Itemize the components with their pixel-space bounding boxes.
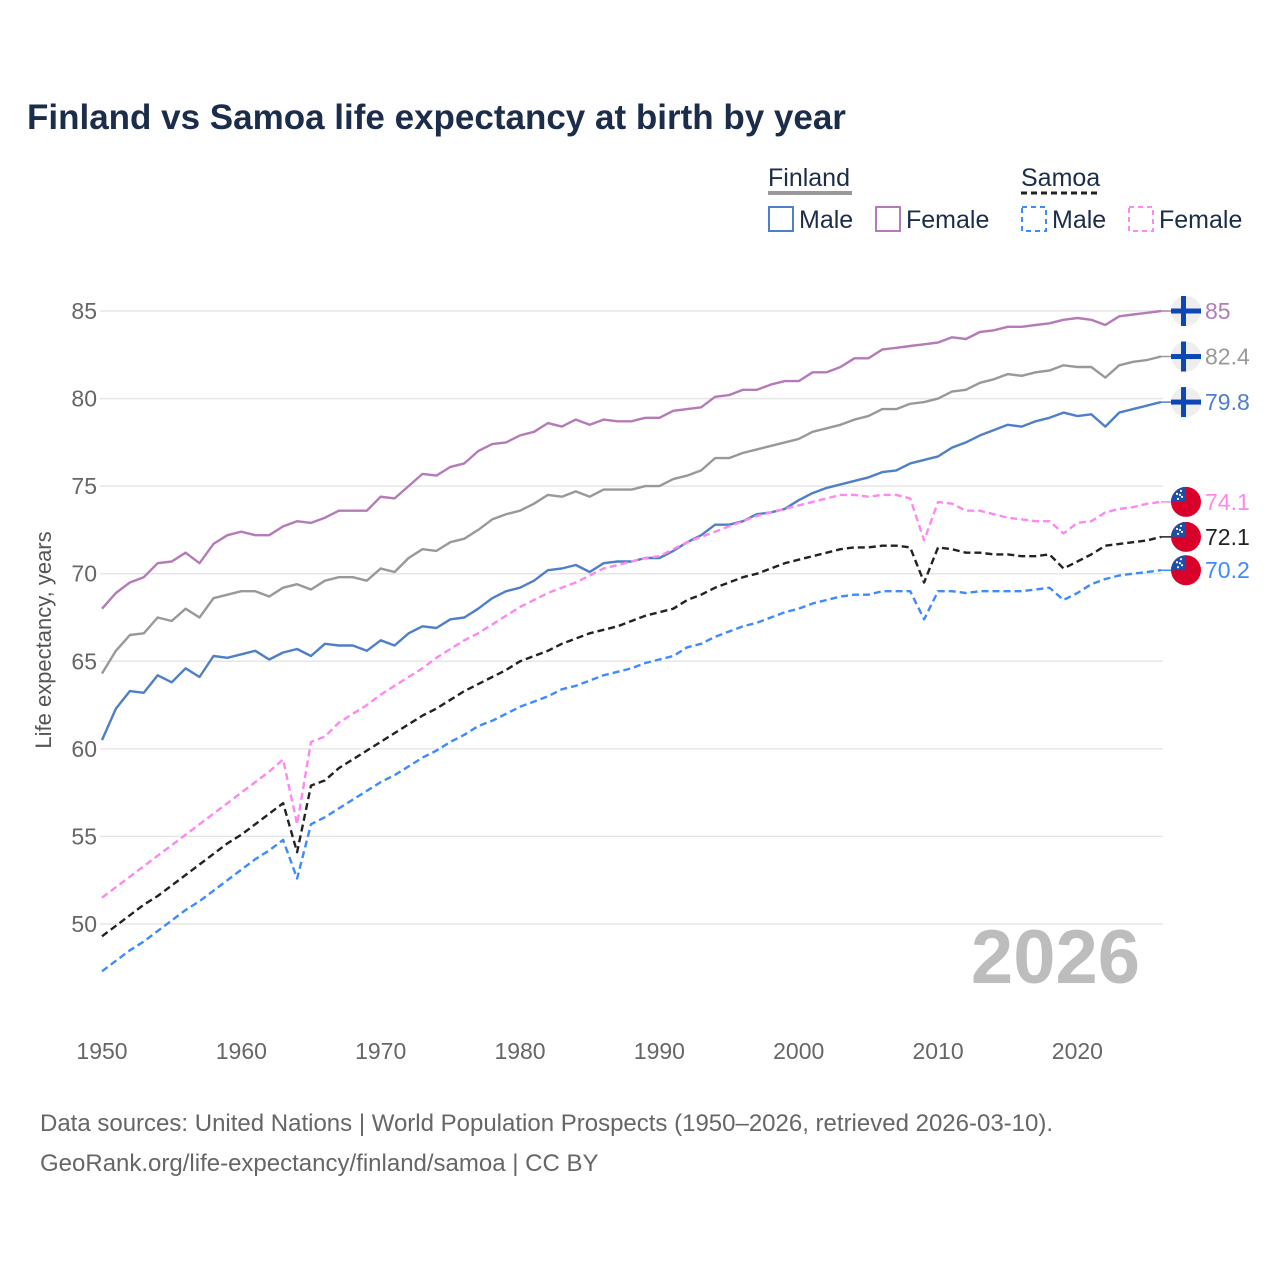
y-tick-85: 85 bbox=[71, 298, 97, 324]
chart-title: Finland vs Samoa life expectancy at birt… bbox=[27, 98, 846, 137]
y-tick-65: 65 bbox=[71, 648, 97, 674]
end-label-samoa-male: 70.2 bbox=[1205, 557, 1250, 583]
x-tick-1980: 1980 bbox=[494, 1038, 545, 1064]
y-tick-55: 55 bbox=[71, 823, 97, 849]
legend-group-samoa[interactable]: Samoa bbox=[1021, 164, 1100, 192]
samoa-flag-icon bbox=[1171, 555, 1201, 586]
series-lines bbox=[100, 309, 1162, 973]
series-line-finland-male bbox=[100, 400, 1162, 741]
samoa-flag-icon bbox=[1171, 521, 1201, 552]
grid bbox=[100, 310, 1163, 925]
series-line-samoa-female bbox=[101, 493, 1162, 899]
legend-samoa-female[interactable]: Female bbox=[1159, 206, 1242, 234]
y-axis-ticks: 50 55 60 65 70 75 80 85 bbox=[71, 298, 97, 937]
finland-flag-icon bbox=[1171, 387, 1201, 418]
y-tick-75: 75 bbox=[71, 473, 97, 499]
x-tick-2020: 2020 bbox=[1052, 1038, 1103, 1064]
url-line[interactable]: GeoRank.org/life-expectancy/finland/samo… bbox=[40, 1150, 599, 1177]
x-tick-2010: 2010 bbox=[912, 1038, 963, 1064]
legend-finland-female-swatch bbox=[875, 206, 901, 232]
end-label-finland-male: 79.8 bbox=[1205, 389, 1250, 415]
year-watermark: 2026 bbox=[971, 915, 1140, 1000]
end-label-samoa: 72.1 bbox=[1205, 524, 1250, 550]
legend-group-finland[interactable]: Finland bbox=[768, 164, 850, 192]
legend-samoa-male-swatch bbox=[1021, 206, 1047, 232]
x-tick-1950: 1950 bbox=[76, 1038, 127, 1064]
legend: Finland Male Female Samoa Male Female bbox=[768, 164, 1242, 234]
x-tick-1960: 1960 bbox=[216, 1038, 267, 1064]
legend-finland-male[interactable]: Male bbox=[799, 206, 853, 234]
x-axis-ticks: 1950 1960 1970 1980 1990 2000 2010 2020 bbox=[76, 1038, 1103, 1064]
series-line-samoa-male bbox=[101, 569, 1162, 973]
series-line-finland-female bbox=[101, 309, 1162, 610]
end-label-finland-female: 85 bbox=[1205, 298, 1231, 324]
legend-finland-male-swatch bbox=[768, 206, 794, 232]
x-tick-1990: 1990 bbox=[634, 1038, 685, 1064]
end-labels: 85 82.4 79.8 74.1 72.1 70.2 bbox=[1161, 296, 1250, 586]
source-line: Data sources: United Nations | World Pop… bbox=[40, 1110, 1053, 1137]
legend-finland-female[interactable]: Female bbox=[906, 206, 989, 234]
legend-samoa-male[interactable]: Male bbox=[1052, 206, 1106, 234]
y-tick-60: 60 bbox=[71, 736, 97, 762]
y-tick-80: 80 bbox=[71, 386, 97, 412]
samoa-flag-icon bbox=[1171, 486, 1201, 517]
y-axis-label: Life expectancy, years bbox=[31, 531, 56, 748]
finland-flag-icon bbox=[1171, 296, 1201, 326]
series-line-samoa bbox=[101, 535, 1162, 938]
x-tick-1970: 1970 bbox=[355, 1038, 406, 1064]
legend-samoa-female-swatch bbox=[1128, 206, 1154, 232]
y-tick-70: 70 bbox=[71, 561, 97, 587]
series-line-finland bbox=[100, 355, 1162, 675]
y-tick-50: 50 bbox=[71, 911, 97, 937]
x-tick-2000: 2000 bbox=[773, 1038, 824, 1064]
end-label-samoa-female: 74.1 bbox=[1205, 489, 1250, 515]
end-label-finland: 82.4 bbox=[1205, 344, 1250, 370]
finland-flag-icon bbox=[1171, 341, 1201, 372]
